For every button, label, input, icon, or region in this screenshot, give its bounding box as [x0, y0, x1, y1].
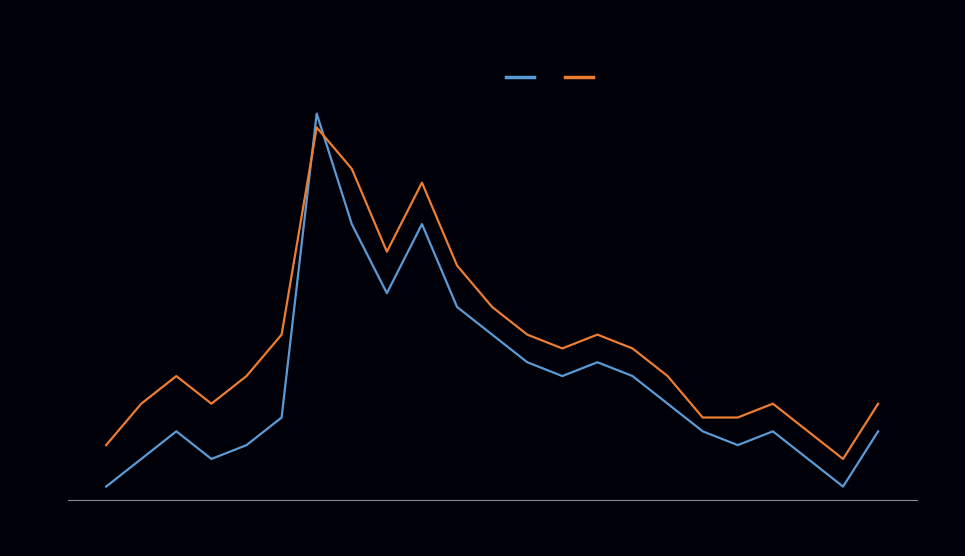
Legend: , : ,: [500, 65, 603, 90]
